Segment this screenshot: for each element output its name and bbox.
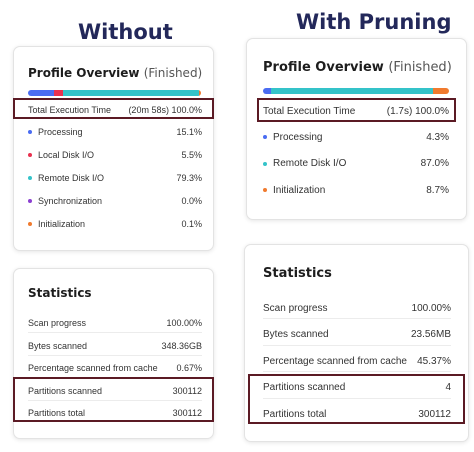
dot-icon: [263, 135, 267, 139]
breakdown-pct: 4.3%: [426, 131, 449, 143]
stat-row-bytes-scanned: Bytes scanned 348.36GB: [28, 337, 202, 356]
highlight-total-time-without: [13, 98, 214, 119]
stat-row-partitions-total: Partitions total 300112: [263, 404, 451, 424]
total-execution-pct: 100.0%: [171, 105, 202, 115]
profile-title-text: Profile Overview: [263, 60, 384, 75]
highlight-partitions-with-pruning: [248, 374, 465, 424]
stat-value: 300112: [172, 385, 202, 396]
bar-segment-initialization: [432, 88, 449, 94]
bar-segment-remote-disk-i-o: [63, 90, 199, 96]
stat-label: Partitions total: [263, 408, 327, 420]
breakdown-pct: 5.5%: [181, 150, 202, 160]
profile-overview-title: Profile Overview (Finished): [28, 66, 202, 80]
dot-icon: [28, 199, 32, 203]
heading-with-pruning: With Pruning: [296, 10, 452, 34]
stat-label: Scan progress: [28, 318, 87, 328]
stat-label: Percentage scanned from cache: [263, 355, 407, 367]
statistics-card-without: Statistics Scan progress 100.00% Bytes sca…: [13, 268, 214, 439]
statistics-title: Statistics: [28, 286, 92, 300]
breakdown-row-processing: Processing 4.3%: [263, 129, 449, 145]
breakdown-label: Remote Disk I/O: [38, 173, 105, 183]
stat-row-percentage-scanned-from-cache: Percentage scanned from cache 45.37%: [263, 351, 451, 372]
statistics-card-with-pruning: Statistics Scan progress 100.00% Bytes sca…: [244, 244, 469, 442]
dot-icon: [263, 161, 267, 166]
total-execution-time: (1.7s): [386, 105, 413, 117]
breakdown-label: Initialization: [273, 184, 326, 196]
dot-icon: [28, 176, 32, 180]
stat-label: Partitions total: [28, 408, 86, 418]
stat-value: 4: [445, 382, 451, 393]
bar-segment-remote-disk-i-o: [271, 88, 433, 94]
breakdown-pct: 0.1%: [181, 219, 202, 229]
execution-breakdown-bar: [28, 90, 201, 96]
bar-segment-local-disk-i-o: [53, 90, 64, 96]
heading-without: Without: [78, 20, 173, 44]
dot-icon: [263, 188, 267, 192]
stat-label: Partitions scanned: [263, 382, 346, 393]
profile-status: (Finished): [143, 66, 203, 80]
breakdown-label: Processing: [273, 131, 323, 143]
stat-value: 300112: [172, 408, 202, 418]
breakdown-label: Initialization: [38, 219, 86, 229]
breakdown-pct: 87.0%: [420, 158, 449, 169]
stat-row-partitions-scanned: Partitions scanned 4: [263, 378, 451, 399]
breakdown-row-initialization: Initialization 0.1%: [28, 217, 202, 231]
highlight-total-time-with-pruning: [257, 98, 456, 122]
breakdown-pct: 8.7%: [426, 184, 449, 196]
stat-row-scan-progress: Scan progress 100.00%: [28, 314, 202, 333]
dot-icon: [28, 153, 32, 157]
stat-label: Bytes scanned: [28, 340, 88, 351]
breakdown-label: Local Disk I/O: [38, 150, 95, 160]
dot-icon: [28, 130, 32, 134]
profile-status: (Finished): [388, 60, 452, 75]
total-execution-label: Total Execution Time: [28, 105, 112, 115]
breakdown-row-local-disk-i-o: Local Disk I/O 5.5%: [28, 148, 202, 162]
stat-row-scan-progress: Scan progress 100.00%: [263, 298, 451, 319]
stat-label: Scan progress: [263, 302, 328, 314]
execution-breakdown-bar: [263, 88, 449, 94]
stat-value: 300112: [418, 408, 451, 420]
stat-label: Partitions scanned: [28, 385, 103, 396]
stat-value: 348.36GB: [161, 340, 202, 351]
bar-segment-initialization: [199, 90, 201, 96]
breakdown-row-initialization: Initialization 8.7%: [263, 182, 449, 198]
stat-row-percentage-scanned-from-cache: Percentage scanned from cache 0.67%: [28, 359, 202, 378]
total-execution-pct: 100.0%: [415, 105, 449, 117]
breakdown-pct: 0.0%: [181, 196, 202, 206]
breakdown-row-remote-disk-i-o: Remote Disk I/O 87.0%: [263, 156, 449, 172]
dot-icon: [28, 222, 32, 226]
breakdown-pct: 79.3%: [176, 173, 202, 183]
breakdown-row-remote-disk-i-o: Remote Disk I/O 79.3%: [28, 171, 202, 185]
profile-overview-card-with-pruning: Profile Overview (Finished) Total Execut…: [246, 38, 467, 220]
breakdown-label: Synchronization: [38, 196, 103, 206]
stat-value: 23.56MB: [410, 329, 451, 340]
bar-segment-processing: [28, 90, 54, 96]
breakdown-label: Remote Disk I/O: [273, 158, 347, 169]
statistics-title: Statistics: [263, 266, 332, 281]
stat-value: 0.67%: [176, 363, 202, 373]
total-execution-label: Total Execution Time: [263, 105, 356, 117]
breakdown-pct: 15.1%: [176, 127, 202, 137]
breakdown-row-synchronization: Synchronization 0.0%: [28, 194, 202, 208]
profile-overview-title: Profile Overview (Finished): [263, 60, 452, 75]
total-execution-time: (20m 58s): [128, 105, 169, 115]
stat-row-partitions-scanned: Partitions scanned 300112: [28, 382, 202, 401]
stat-value: 100.00%: [166, 318, 202, 328]
bar-segment-processing: [263, 88, 271, 94]
stat-row-bytes-scanned: Bytes scanned 23.56MB: [263, 325, 451, 346]
breakdown-label: Processing: [38, 127, 83, 137]
profile-overview-card-without: Profile Overview (Finished) Total Execut…: [13, 46, 214, 251]
profile-title-text: Profile Overview: [28, 66, 140, 80]
total-execution-row: Total Execution Time (1.7s) 100.0%: [263, 103, 449, 119]
stat-value: 45.37%: [417, 355, 451, 367]
highlight-partitions-without: [13, 377, 214, 422]
total-execution-row: Total Execution Time (20m 58s) 100.0%: [28, 103, 202, 117]
breakdown-row-processing: Processing 15.1%: [28, 125, 202, 139]
stat-row-partitions-total: Partitions total 300112: [28, 404, 202, 422]
stat-label: Percentage scanned from cache: [28, 363, 158, 373]
stat-value: 100.00%: [411, 302, 451, 314]
stat-label: Bytes scanned: [263, 329, 329, 340]
